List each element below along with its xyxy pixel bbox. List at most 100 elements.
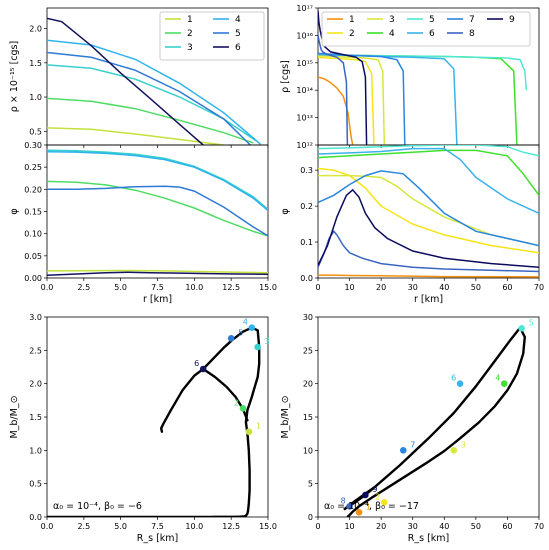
x-tick-label: 12.5 [222, 283, 240, 292]
y-axis-label: φ [9, 208, 20, 214]
marker-label-1: 1 [256, 422, 261, 431]
y-tick-label: 10¹² [296, 141, 313, 150]
series-line-6 [318, 53, 458, 145]
marker-point-1 [355, 509, 363, 516]
legend-label-8: 8 [469, 29, 475, 39]
legend-label-2: 2 [349, 29, 355, 39]
y-tick-label: 10¹⁴ [296, 86, 313, 95]
series-line-1 [318, 274, 539, 278]
series-line-6 [47, 271, 268, 277]
y-axis-label: ρ [cgs] [280, 60, 291, 93]
y-tick-label: 5 [308, 480, 313, 489]
x-tick-label: 40 [439, 522, 449, 531]
marker-point-2 [381, 499, 388, 506]
plot-area [47, 149, 268, 277]
legend-label-6: 6 [235, 43, 241, 53]
y-tick-label: 10 [303, 446, 313, 455]
y-tick-label: 0.5 [29, 480, 42, 489]
legend-label-7: 7 [469, 15, 475, 25]
marker-point-5 [227, 335, 235, 342]
marker-point-4 [248, 324, 256, 331]
y-tick-label: 15 [303, 413, 313, 422]
axes-frame [46, 144, 269, 279]
y-axis-label: φ [280, 208, 291, 214]
y-tick-label: 0.10 [24, 230, 42, 239]
y-tick-label: 1.0 [29, 93, 42, 102]
y-tick-label: 0.05 [24, 252, 42, 261]
x-tick-label: 2.5 [77, 283, 90, 292]
axes-frame [46, 316, 269, 518]
x-tick-label: 0 [315, 522, 320, 531]
x-tick-label: 50 [471, 522, 481, 531]
x-tick-label: 0.0 [41, 522, 54, 531]
marker-point-3 [254, 343, 261, 351]
series-line-3 [318, 174, 539, 247]
marker-point-2 [239, 405, 247, 412]
y-axis-label: M_b/M_⊙ [280, 395, 291, 438]
parameter-annotation: α₀ = 10⁻⁴, β₀ = −6 [53, 501, 142, 512]
y-tick-label: 0.00 [24, 274, 42, 283]
marker-label-1: 1 [366, 502, 371, 511]
x-tick-label: 12.5 [222, 522, 240, 531]
panel-p1: 0.30 0.5 1.0 1.5 2.0 ρ × 10⁻¹⁵ [cgs] 1 4 2 5 3 6 [9, 7, 269, 150]
legend-label-9: 9 [509, 15, 515, 25]
panel-p2: 10¹² 10¹³ 10¹⁴ 10¹⁵ 10¹⁶ 10¹⁷ ρ [cgs] 1 3 5 7 9 2 4 6 8 [280, 4, 540, 150]
panel-p3: 0.00 0.05 0.10 0.15 0.20 0.25 0.0 2.5 5.0 7.5 10.0… [9, 144, 277, 305]
legend-label-3: 3 [389, 15, 395, 25]
legend-label-5: 5 [235, 29, 241, 39]
marker-label-5: 5 [529, 318, 534, 327]
series-line-2 [318, 167, 539, 254]
legend-label-4: 4 [389, 29, 395, 39]
plot-area [318, 10, 528, 145]
legend-label-1: 1 [187, 15, 193, 25]
x-tick-label: 7.5 [151, 283, 164, 292]
x-axis-label: r [km] [414, 294, 443, 305]
legend-label-3: 3 [187, 43, 193, 53]
marker-label-3: 3 [265, 337, 270, 346]
y-tick-label: 0.0 [29, 513, 42, 522]
x-tick-label: 10.0 [185, 522, 203, 531]
x-tick-label: 30 [408, 522, 418, 531]
marker-label-6: 6 [451, 374, 456, 383]
marker-label-7: 7 [410, 440, 415, 449]
x-tick-label: 10 [344, 522, 354, 531]
marker-label-4: 4 [243, 318, 248, 327]
marker-point-4 [500, 380, 508, 387]
panel-p5: 0.0 0.5 1.0 1.5 2.0 2.5 3.0 0.0 2.5 5.0 7.5 10.0 12.… [9, 313, 277, 544]
series-line-9 [318, 188, 539, 268]
series-line-4 [47, 150, 268, 212]
y-tick-label: 10¹⁶ [296, 31, 313, 40]
y-tick-label: 0.5 [29, 127, 42, 136]
series-line-6 [47, 17, 204, 145]
legend-box [159, 11, 265, 61]
marker-label-8: 8 [341, 496, 346, 505]
legend-label-6: 6 [429, 29, 435, 39]
series-line-7 [318, 52, 406, 145]
x-tick-label: 5.0 [114, 522, 127, 531]
x-tick-label: 2.5 [77, 522, 90, 531]
x-tick-label: 15.0 [259, 522, 277, 531]
legend-label-1: 1 [349, 15, 355, 25]
marker-point-6 [456, 380, 464, 387]
y-tick-label: 10¹⁷ [296, 4, 313, 13]
series-line-4 [318, 149, 539, 196]
y-tick-label: 0.25 [24, 163, 42, 172]
y-axis-label: ρ × 10⁻¹⁵ [cgs] [9, 41, 20, 112]
x-tick-label: 0.0 [41, 283, 54, 292]
y-tick-label: 0.20 [24, 185, 42, 194]
x-tick-label: 40 [439, 283, 449, 292]
marker-point-8 [346, 503, 353, 510]
series-line-5 [47, 185, 268, 237]
x-tick-label: 50 [471, 283, 481, 292]
x-tick-label: 70 [534, 522, 544, 531]
x-tick-label: 60 [502, 522, 512, 531]
series-line-3 [47, 64, 257, 142]
x-tick-label: 10 [344, 283, 354, 292]
sequence-curve [202, 367, 249, 422]
marker-label-3: 3 [461, 440, 466, 449]
marker-point-3 [450, 447, 458, 454]
series-line-3 [47, 149, 268, 210]
y-tick-label: 2.0 [29, 380, 42, 389]
